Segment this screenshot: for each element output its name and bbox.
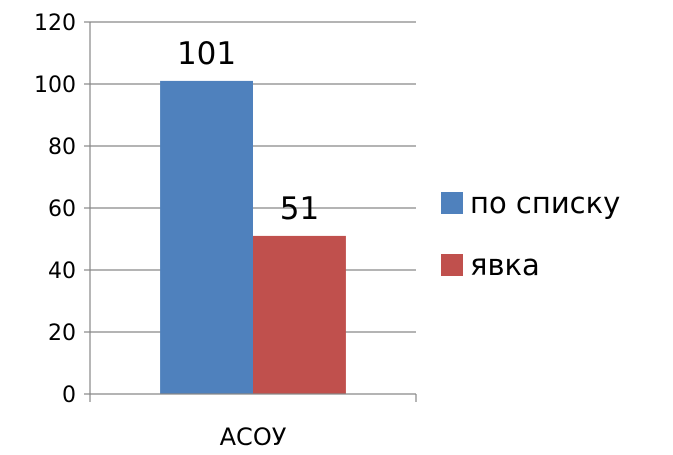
y-tick-label: 0 bbox=[62, 383, 76, 408]
legend-label: явка bbox=[470, 248, 540, 282]
bar-yavka bbox=[253, 235, 346, 394]
bar-po-spisku bbox=[160, 80, 253, 395]
bars bbox=[160, 80, 346, 395]
legend-swatch bbox=[441, 192, 463, 214]
data-label: 101 bbox=[177, 36, 236, 72]
legend: по списку явка bbox=[441, 186, 620, 282]
data-label: 51 bbox=[280, 191, 319, 227]
legend-label: по списку bbox=[470, 186, 620, 220]
y-tick-label: 20 bbox=[48, 321, 76, 346]
y-tick-label: 60 bbox=[48, 197, 76, 222]
x-category-label: АСОУ bbox=[220, 423, 287, 451]
data-labels: 101 51 bbox=[177, 36, 319, 227]
y-tick-label: 100 bbox=[34, 73, 76, 98]
y-tick-label: 40 bbox=[48, 259, 76, 284]
y-tick-label: 80 bbox=[48, 135, 76, 160]
y-axis: 0 20 40 60 80 100 120 bbox=[34, 11, 91, 408]
x-axis: АСОУ bbox=[89, 393, 417, 451]
y-tick-label: 120 bbox=[34, 11, 76, 36]
legend-swatch bbox=[441, 254, 463, 276]
